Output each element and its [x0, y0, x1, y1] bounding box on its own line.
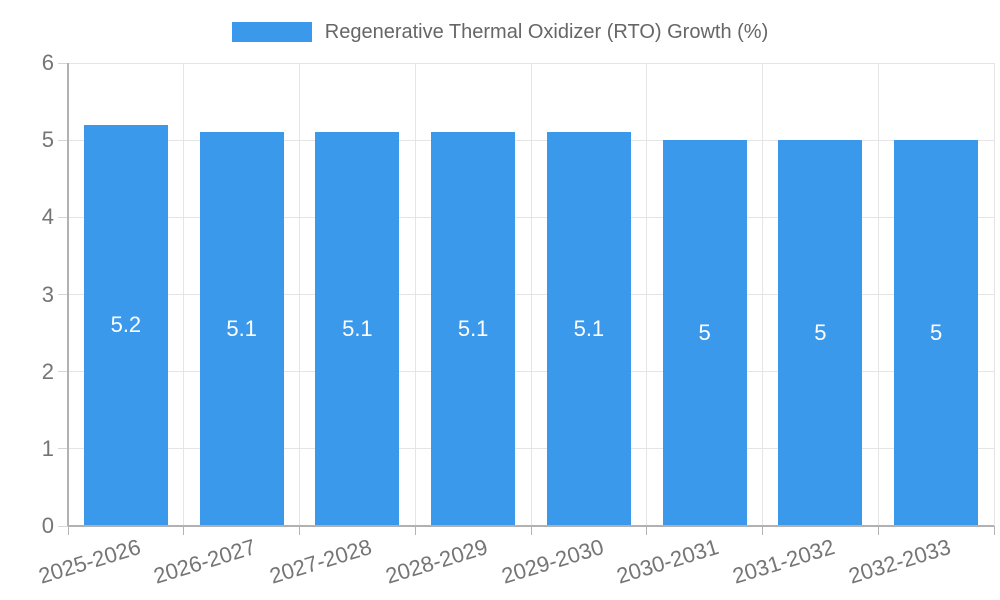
- x-axis-tick-label: 2028-2029: [382, 534, 491, 589]
- y-axis-tick-label: 0: [41, 513, 54, 538]
- x-gridline: [877, 63, 879, 526]
- x-axis-tick: [646, 526, 648, 535]
- y-axis-tick: [58, 294, 68, 295]
- x-gridline: [299, 63, 300, 526]
- bar-2032-2033: [894, 140, 979, 526]
- bar-2029-2030: [546, 132, 631, 526]
- x-axis-tick: [414, 526, 416, 535]
- x-axis-tick: [877, 526, 879, 535]
- bar-2030-2031: [662, 140, 747, 526]
- y-axis-tick: [58, 448, 68, 450]
- y-gridline: [68, 62, 994, 64]
- x-axis-tick: [530, 526, 532, 535]
- y-axis-tick: [58, 139, 68, 141]
- legend[interactable]: Regenerative Thermal Oxidizer (RTO) Grow…: [0, 18, 1000, 46]
- bar-2028-2029: [431, 132, 516, 526]
- x-axis-tick: [299, 526, 300, 535]
- y-axis-tick: [58, 371, 68, 373]
- legend-swatch: [231, 22, 312, 42]
- x-axis-tick-label: 2026-2027: [151, 534, 259, 589]
- x-gridline: [414, 63, 416, 526]
- x-axis-tick-label: 2032-2033: [845, 534, 954, 589]
- x-gridline: [762, 63, 763, 526]
- x-axis-tick: [183, 526, 185, 535]
- x-axis-tick-label: 2025-2026: [35, 534, 144, 589]
- y-axis-tick: [58, 216, 68, 218]
- bar-2027-2028: [315, 132, 400, 526]
- bar-2031-2032: [778, 140, 863, 526]
- y-axis-tick: [58, 525, 68, 527]
- y-axis-line: [67, 63, 69, 526]
- x-axis-tick: [993, 526, 995, 535]
- x-axis-tick-label: 2029-2030: [498, 534, 607, 589]
- y-axis-tick-label: 5: [41, 127, 54, 153]
- y-axis-tick-label: 6: [41, 50, 54, 75]
- y-axis-tick-label: 3: [41, 281, 54, 307]
- x-axis-tick-label: 2031-2032: [729, 534, 838, 589]
- x-gridline: [646, 63, 648, 526]
- x-axis-tick: [67, 526, 69, 535]
- y-axis-tick: [58, 62, 68, 64]
- x-axis-tick-label: 2030-2031: [614, 534, 722, 589]
- x-gridline: [183, 63, 185, 526]
- x-axis-tick: [762, 526, 763, 535]
- y-axis-tick-label: 1: [41, 435, 54, 461]
- legend-label: Regenerative Thermal Oxidizer (RTO) Grow…: [324, 20, 769, 43]
- y-axis-tick-label: 4: [41, 204, 54, 230]
- bar-2026-2027: [199, 132, 284, 526]
- x-axis-tick-label: 2027-2028: [266, 534, 375, 589]
- x-gridline: [993, 63, 995, 526]
- y-axis-tick-label: 2: [41, 358, 54, 384]
- bar-2025-2026: [83, 124, 168, 526]
- x-gridline: [530, 63, 532, 526]
